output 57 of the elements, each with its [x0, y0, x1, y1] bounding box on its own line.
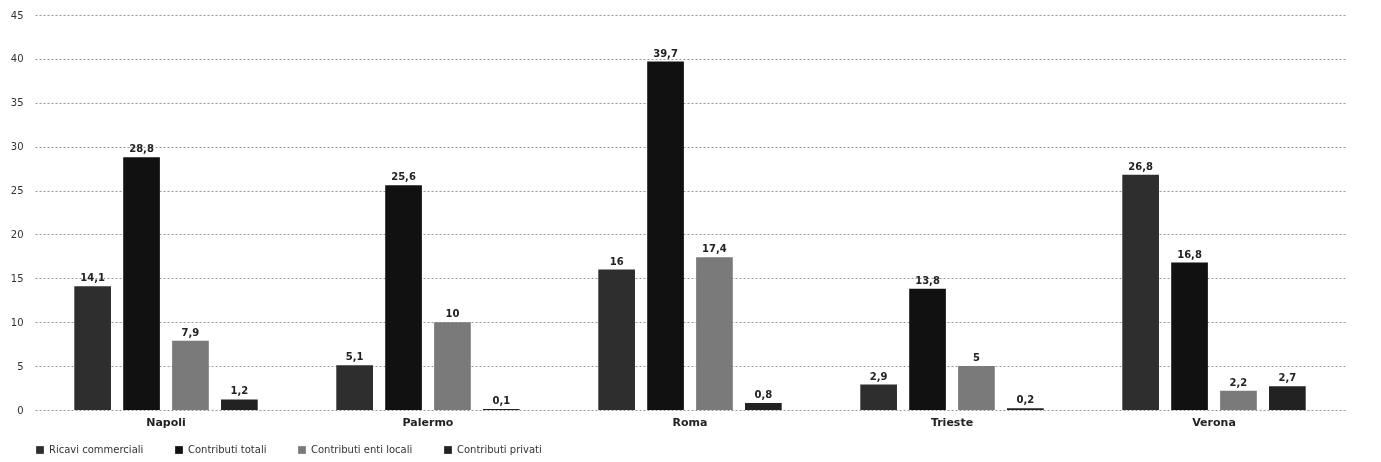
y-tick-label: 15 — [10, 272, 24, 284]
bar — [647, 61, 684, 410]
data-label: 17,4 — [702, 243, 727, 255]
x-tick-label: Napoli — [146, 415, 186, 429]
data-label: 5 — [972, 352, 980, 364]
legend-label: Contributi privati — [457, 444, 542, 455]
bar — [336, 365, 373, 410]
data-label: 2,2 — [1229, 376, 1248, 388]
bar — [74, 286, 111, 410]
bar — [221, 399, 258, 410]
bar — [1171, 262, 1208, 410]
x-tick-label: Palermo — [402, 415, 454, 429]
data-label: 0,1 — [492, 395, 511, 407]
y-tick-label: 10 — [10, 316, 24, 328]
data-label: 2,7 — [1278, 372, 1297, 384]
data-label: 16 — [609, 255, 624, 267]
bar — [745, 402, 782, 410]
data-label: 10 — [445, 308, 460, 320]
bar — [1122, 174, 1159, 410]
data-label: 0,2 — [1016, 394, 1035, 406]
bar — [860, 384, 897, 410]
data-label: 39,7 — [653, 47, 678, 59]
bar — [696, 257, 733, 410]
legend-label: Contributi enti locali — [311, 444, 413, 455]
bar — [434, 322, 471, 410]
bar — [909, 288, 946, 410]
y-tick-label: 35 — [10, 97, 24, 109]
y-tick-label: 45 — [10, 9, 24, 21]
x-tick-label: Verona — [1192, 415, 1236, 429]
data-label: 0,8 — [754, 388, 773, 400]
data-label: 13,8 — [915, 274, 940, 286]
bar — [598, 269, 635, 410]
legend-label: Contributi totali — [188, 444, 267, 455]
data-label: 25,6 — [391, 171, 416, 183]
bar — [172, 340, 209, 410]
x-tick-label: Trieste — [930, 415, 974, 429]
data-label: 16,8 — [1177, 248, 1202, 260]
bar — [958, 366, 995, 410]
x-tick-label: Roma — [672, 415, 708, 429]
data-label: 26,8 — [1128, 160, 1154, 172]
legend-label: Ricavi commerciali — [49, 444, 144, 455]
y-tick-label: 30 — [10, 141, 24, 153]
bar — [385, 185, 422, 410]
y-tick-label: 25 — [10, 185, 24, 197]
data-label: 5,1 — [345, 351, 364, 363]
y-tick-label: 5 — [17, 360, 24, 372]
bar — [1269, 386, 1306, 410]
data-label: 7,9 — [181, 326, 200, 338]
bar — [1220, 390, 1257, 410]
data-label: 28,8 — [129, 143, 154, 155]
data-label: 2,9 — [869, 370, 888, 382]
y-tick-label: 0 — [17, 404, 24, 416]
y-tick-label: 40 — [10, 53, 24, 65]
data-label: 1,2 — [230, 385, 249, 397]
y-tick-label: 20 — [10, 228, 24, 240]
data-label: 14,1 — [80, 272, 106, 284]
bar — [123, 157, 160, 410]
